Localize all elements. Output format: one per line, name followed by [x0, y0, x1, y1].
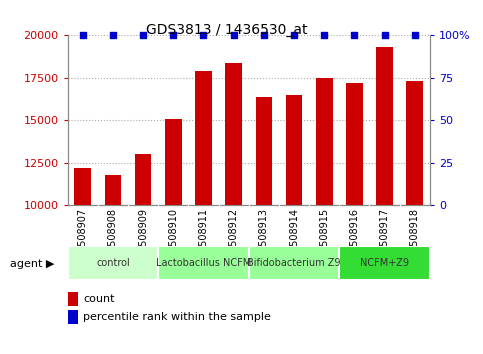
Point	[79, 33, 86, 38]
Bar	[165, 119, 182, 205]
Bar	[286, 95, 302, 205]
Bar	[346, 83, 363, 205]
Bar	[74, 168, 91, 205]
Point	[260, 33, 268, 38]
Point	[170, 33, 177, 38]
Point	[320, 33, 328, 38]
Point	[290, 33, 298, 38]
Text: count: count	[83, 294, 114, 304]
Bar	[249, 246, 339, 280]
Text: NCFM+Z9: NCFM+Z9	[360, 258, 409, 268]
Point	[230, 33, 238, 38]
Text: Lactobacillus NCFM: Lactobacillus NCFM	[156, 258, 251, 268]
Text: Bifidobacterium Z9: Bifidobacterium Z9	[247, 258, 341, 268]
Text: percentile rank within the sample: percentile rank within the sample	[83, 312, 271, 322]
Bar	[256, 97, 272, 205]
Bar	[68, 246, 158, 280]
Bar	[105, 175, 121, 205]
Text: agent ▶: agent ▶	[10, 259, 54, 269]
Bar	[407, 81, 423, 205]
Bar	[376, 47, 393, 205]
Text: control: control	[96, 258, 130, 268]
Point	[109, 33, 117, 38]
Point	[351, 33, 358, 38]
Bar	[158, 246, 249, 280]
Bar	[226, 63, 242, 205]
Point	[381, 33, 388, 38]
Point	[199, 33, 207, 38]
Bar	[316, 78, 332, 205]
Bar	[339, 246, 430, 280]
Text: GDS3813 / 1436530_at: GDS3813 / 1436530_at	[146, 23, 308, 37]
Bar	[135, 154, 151, 205]
Point	[139, 33, 147, 38]
Bar	[195, 71, 212, 205]
Point	[411, 33, 419, 38]
